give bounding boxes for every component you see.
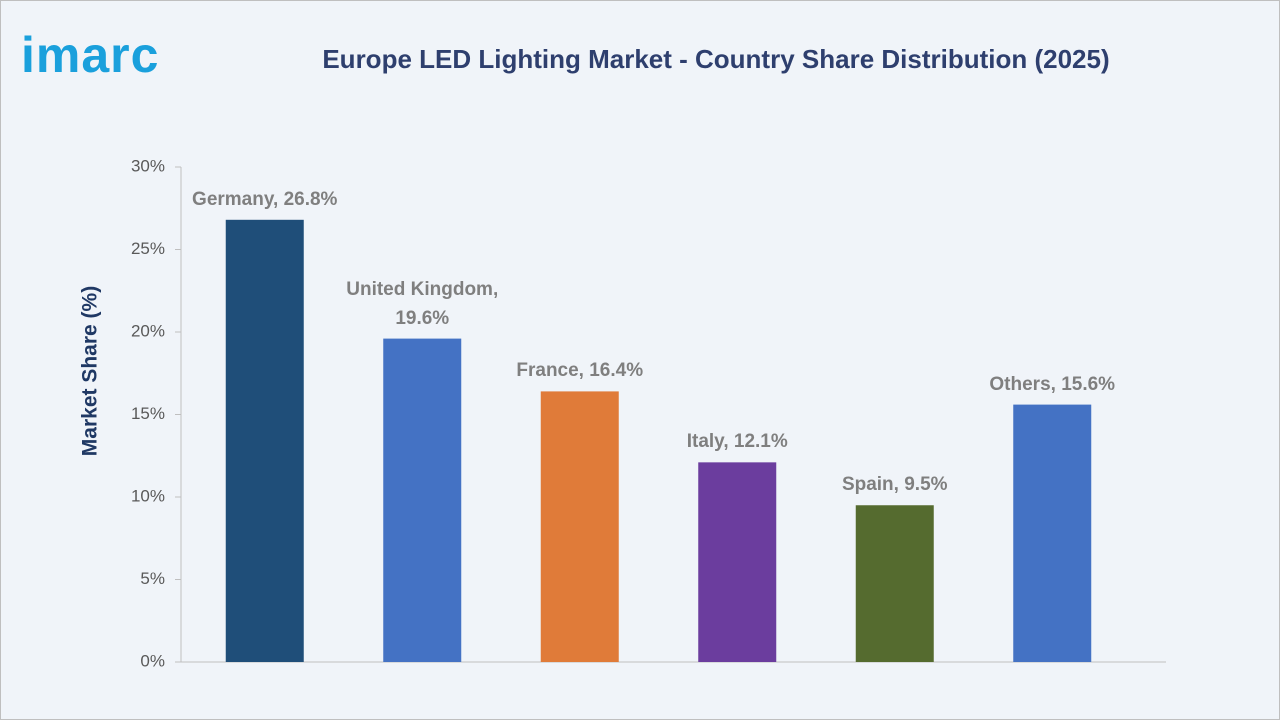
bar (383, 338, 462, 662)
data-label: France, 16.4% (516, 360, 644, 382)
bar (1013, 404, 1092, 662)
y-tick-label: 0% (140, 651, 165, 670)
bar (855, 505, 934, 662)
y-axis-title: Market Share (%) (79, 286, 102, 456)
data-label: Others, 15.6% (989, 373, 1116, 395)
bar (225, 219, 304, 663)
y-tick-label: 15% (131, 404, 165, 423)
data-label: Italy, 12.1% (686, 431, 788, 453)
y-tick-label: 10% (131, 486, 165, 505)
logo: imarc (21, 27, 159, 83)
data-label: United Kingdom, 19.6% (346, 278, 499, 329)
bar (540, 391, 619, 662)
bar (698, 462, 777, 662)
data-label: Spain, 9.5% (841, 474, 948, 496)
y-tick-label: 5% (140, 569, 165, 588)
y-tick-label: 20% (131, 321, 165, 340)
chart-title: Europe LED Lighting Market - Country Sha… (322, 44, 1109, 74)
y-tick-label: 25% (131, 239, 165, 258)
data-label: Germany, 26.8% (192, 188, 338, 210)
y-tick-label: 30% (131, 156, 165, 175)
